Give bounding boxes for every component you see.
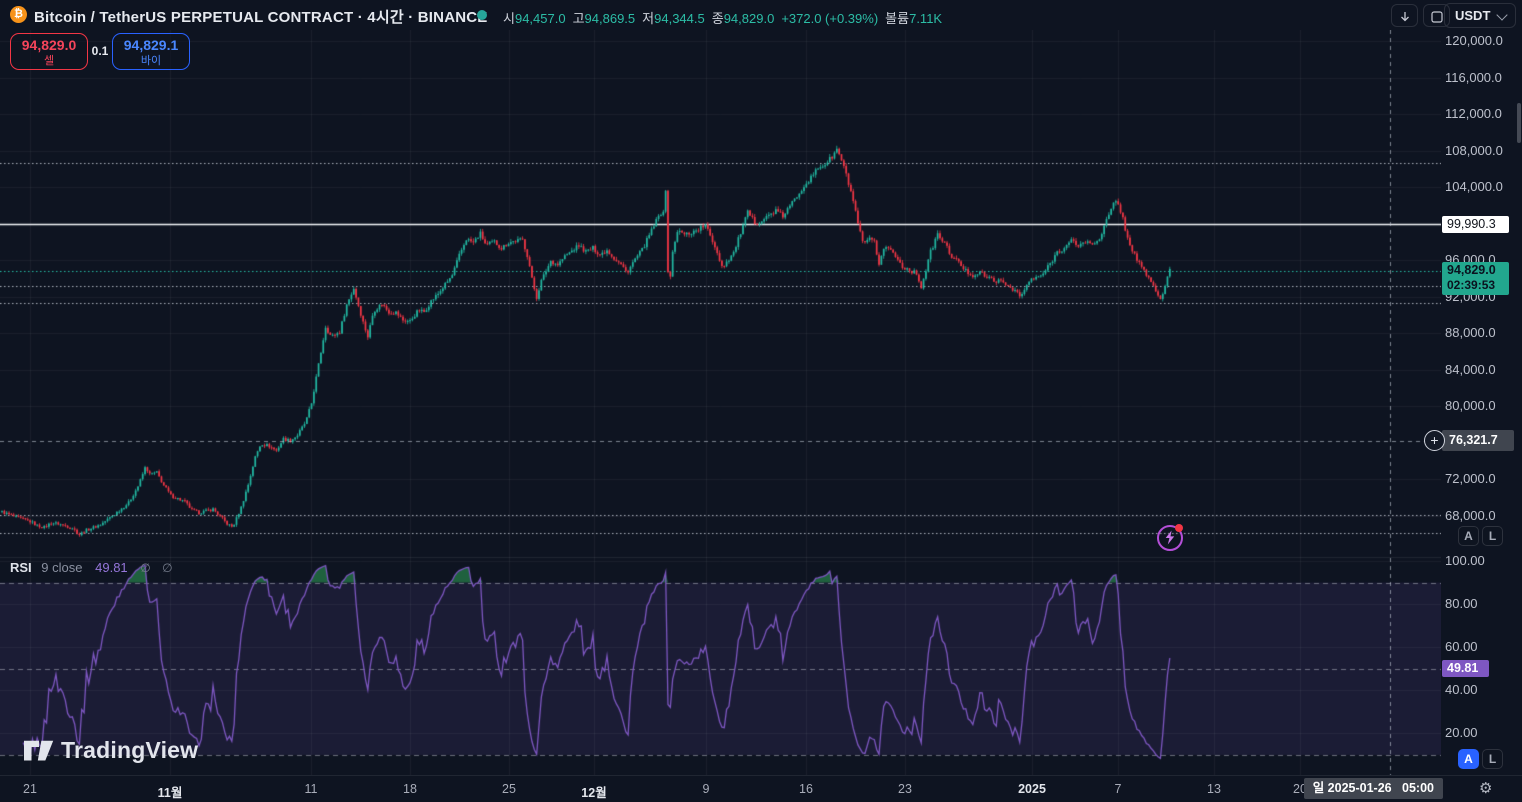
price-tick: 112,000.0 xyxy=(1445,106,1502,121)
bitcoin-icon: ₿ xyxy=(10,6,27,23)
volume-value: 7.11K xyxy=(909,11,943,26)
scroll-to-recent-button[interactable] xyxy=(1391,4,1418,27)
chevron-down-icon xyxy=(1496,9,1508,21)
currency-label: USDT xyxy=(1455,8,1491,23)
low-label: 저 xyxy=(642,11,655,26)
low-value: 94,344.5 xyxy=(654,11,705,26)
sell-price: 94,829.0 xyxy=(21,37,77,53)
tradingview-logomark-icon xyxy=(24,740,54,760)
rsi-tick: 60.00 xyxy=(1445,639,1478,655)
chart-header: ₿ Bitcoin / TetherUS PERPETUAL CONTRACT … xyxy=(0,0,1522,30)
ohlc-row: 시94,457.0 고94,869.5 저94,344.5 종94,829.0 +372… xyxy=(503,8,942,27)
time-tick: 12월 xyxy=(581,786,607,800)
rsi-tick: 80.00 xyxy=(1445,596,1478,612)
sell-button[interactable]: 94,829.0 셀 xyxy=(10,33,88,70)
fullscreen-button[interactable] xyxy=(1423,4,1450,27)
time-tick: 20 xyxy=(1293,782,1307,796)
candlestick-chart-canvas[interactable] xyxy=(0,0,1441,775)
auto-scale-button[interactable]: A xyxy=(1458,526,1479,546)
time-tick: 21 xyxy=(23,782,37,796)
tradingview-logo[interactable]: TradingView xyxy=(24,737,198,764)
quick-trade-lightning-button[interactable] xyxy=(1157,524,1183,551)
high-label: 고 xyxy=(572,11,585,26)
rsi-title: RSI xyxy=(10,560,32,575)
price-tick: 72,000.0 xyxy=(1445,471,1496,486)
volume-label: 볼륨 xyxy=(885,11,910,26)
buy-label: 바이 xyxy=(140,55,162,67)
price-tick: 68,000.0 xyxy=(1445,507,1496,523)
log-scale-button[interactable]: L xyxy=(1482,526,1503,546)
rsi-log-scale-button[interactable]: L xyxy=(1482,749,1503,769)
bar-countdown: 02:39:53 xyxy=(1447,278,1496,292)
symbol-title[interactable]: Bitcoin / TetherUS PERPETUAL CONTRACT · … xyxy=(34,9,488,26)
price-tick: 116,000.0 xyxy=(1445,69,1502,85)
lightning-bolt-icon xyxy=(1165,530,1174,545)
price-line-label: 99,990.3 xyxy=(1442,216,1509,233)
scrollbar-thumb[interactable] xyxy=(1517,103,1521,143)
down-arrow-icon xyxy=(1400,11,1409,21)
rsi-indicator-header[interactable]: RSI 9 close 49.81 ∅ ∅ xyxy=(10,560,177,575)
notification-dot xyxy=(1175,524,1183,532)
time-tick: 2025 xyxy=(1018,782,1046,796)
time-tick: 9 xyxy=(702,782,710,796)
time-tick: 23 xyxy=(898,782,912,796)
buy-price: 94,829.1 xyxy=(123,37,179,53)
price-tick: 120,000.0 xyxy=(1445,33,1503,48)
market-status-dot[interactable] xyxy=(477,10,487,20)
last-price-value: 94,829.0 xyxy=(1447,263,1496,277)
crosshair-price-label: 76,321.7 xyxy=(1442,430,1514,451)
currency-dropdown[interactable]: USDT xyxy=(1444,3,1516,28)
crosshair-time-label: 일 2025-01-26 05:00 xyxy=(1303,778,1443,799)
open-label: 시 xyxy=(503,11,515,26)
tradingview-logo-text: TradingView xyxy=(61,737,199,763)
rsi-params: 9 close xyxy=(41,560,83,575)
last-price-label: 94,829.0 02:39:53 xyxy=(1442,262,1509,295)
time-tick: 11월 xyxy=(157,786,183,800)
rsi-current-value: 49.81 xyxy=(95,560,128,575)
price-tick: 84,000.0 xyxy=(1445,361,1496,377)
close-label: 종 xyxy=(711,11,724,26)
time-tick: 13 xyxy=(1207,782,1221,796)
change-value: +372.0 (+0.39%) xyxy=(781,11,879,26)
rsi-hide-icons[interactable]: ∅ ∅ xyxy=(140,561,177,575)
add-order-plus-icon[interactable]: + xyxy=(1424,430,1445,451)
time-tick: 7 xyxy=(1114,782,1122,796)
close-value: 94,829.0 xyxy=(723,11,775,26)
price-tick: 104,000.0 xyxy=(1445,179,1503,194)
time-tick: 16 xyxy=(799,782,813,796)
time-tick: 11 xyxy=(304,782,318,796)
rsi-tick: 20.00 xyxy=(1445,725,1478,741)
price-tick: 88,000.0 xyxy=(1445,325,1496,340)
high-value: 94,869.5 xyxy=(584,11,636,26)
rsi-value-label: 49.81 xyxy=(1442,660,1489,677)
sell-label: 셀 xyxy=(43,55,55,67)
time-tick: 18 xyxy=(403,782,417,796)
spread-value: 0.1 xyxy=(91,44,109,58)
time-tick: 25 xyxy=(502,782,516,796)
price-tick: 108,000.0 xyxy=(1445,142,1503,158)
buy-button[interactable]: 94,829.1 바이 xyxy=(112,33,190,70)
price-tick: 80,000.0 xyxy=(1445,398,1496,413)
time-axis-settings-gear-icon[interactable]: ⚙ xyxy=(1479,780,1493,797)
open-value: 94,457.0 xyxy=(514,11,566,26)
time-axis[interactable]: 21 11월 11 18 25 12월 9 16 23 2025 7 13 20 xyxy=(0,775,1522,802)
rsi-tick: 100.00 xyxy=(1445,553,1485,568)
rsi-auto-scale-button[interactable]: A xyxy=(1458,749,1479,769)
frame-icon xyxy=(1430,10,1443,23)
rsi-tick: 40.00 xyxy=(1445,682,1478,698)
